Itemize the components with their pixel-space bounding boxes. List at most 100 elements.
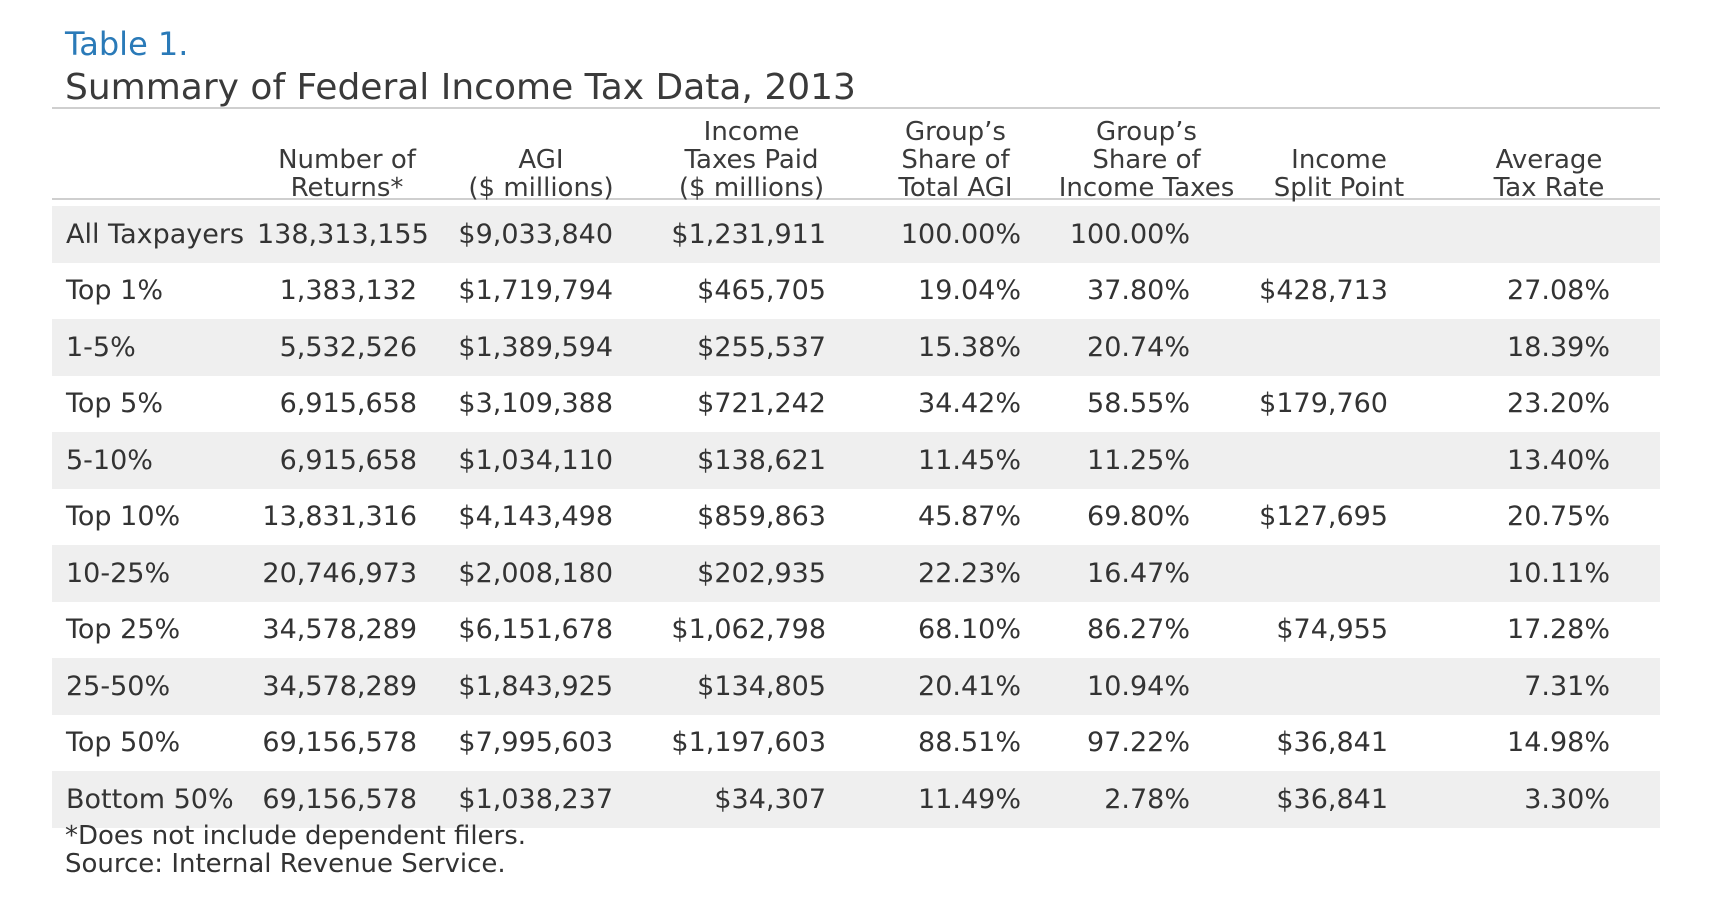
cell-category: 10-25%	[52, 545, 257, 602]
cell-income-split-point: $74,955	[1276, 614, 1388, 646]
cell-income-split-point	[1240, 432, 1438, 489]
header-share-of-agi: Group’s Share of Total AGI	[898, 117, 1013, 203]
cell-share-of-agi: 20.41%	[858, 658, 1053, 715]
cell-average-tax-rate: 10.11%	[1438, 545, 1660, 602]
cell-average-tax-rate: 27.08%	[1507, 275, 1610, 307]
cell-average-tax-rate: 7.31%	[1438, 658, 1660, 715]
header-income-split-point: Income Split Point	[1273, 145, 1405, 203]
cell-category: Top 10%	[66, 501, 181, 533]
cell-share-of-agi: 11.45%	[858, 432, 1053, 489]
cell-share-of-income-taxes: 69.80%	[1087, 501, 1190, 533]
cell-average-tax-rate: 14.98%	[1507, 727, 1610, 759]
cell-number-of-returns: 20,746,973	[257, 545, 437, 602]
cell-category: 1-5%	[52, 319, 257, 376]
cell-average-tax-rate: 13.40%	[1438, 432, 1660, 489]
cell-number-of-returns: 5,532,526	[257, 319, 437, 376]
cell-agi: $2,008,180	[437, 545, 645, 602]
cell-income-taxes-paid: $255,537	[645, 319, 858, 376]
cell-average-tax-rate: 17.28%	[1507, 614, 1610, 646]
table-row: Top 10% 13,831,316 $4,143,498 $859,863 45.87…	[52, 489, 1660, 546]
header-average-tax-rate: Average Tax Rate	[1493, 145, 1605, 203]
cell-number-of-returns: 13,831,316	[262, 501, 417, 533]
cell-income-taxes-paid: $34,307	[645, 771, 858, 828]
cell-income-split-point	[1240, 545, 1438, 602]
table-row: Top 5% 6,915,658 $3,109,388 $721,242 34.42% 5…	[52, 376, 1660, 433]
cell-share-of-income-taxes: 37.80%	[1087, 275, 1190, 307]
cell-income-taxes-paid: $138,621	[645, 432, 858, 489]
cell-agi: $7,995,603	[458, 727, 613, 759]
cell-income-taxes-paid: $1,231,911	[645, 206, 858, 263]
table-row: All Taxpayers 138,313,155 $9,033,840 $1,231…	[52, 206, 1660, 263]
cell-number-of-returns: 138,313,155	[257, 206, 437, 263]
cell-share-of-income-taxes: 2.78%	[1053, 771, 1240, 828]
cell-share-of-agi: 100.00%	[858, 206, 1053, 263]
cell-income-split-point	[1240, 658, 1438, 715]
table-row: Top 1% 1,383,132 $1,719,794 $465,705 19.04% 3…	[52, 263, 1660, 320]
cell-category: Top 25%	[66, 614, 181, 646]
cell-share-of-agi: 15.38%	[858, 319, 1053, 376]
cell-agi: $3,109,388	[458, 388, 613, 420]
cell-share-of-agi: 11.49%	[858, 771, 1053, 828]
cell-agi: $9,033,840	[437, 206, 645, 263]
cell-average-tax-rate: 20.75%	[1507, 501, 1610, 533]
cell-income-taxes-paid: $1,062,798	[671, 614, 826, 646]
cell-category: Top 50%	[66, 727, 181, 759]
cell-average-tax-rate	[1438, 206, 1660, 263]
cell-average-tax-rate: 3.30%	[1438, 771, 1660, 828]
cell-share-of-agi: 88.51%	[918, 727, 1021, 759]
cell-number-of-returns: 34,578,289	[262, 614, 417, 646]
footnote: *Does not include dependent filers.	[65, 821, 527, 851]
table-title: Summary of Federal Income Tax Data, 2013	[65, 67, 856, 108]
cell-income-split-point	[1240, 319, 1438, 376]
cell-agi: $4,143,498	[458, 501, 613, 533]
cell-category: 5-10%	[52, 432, 257, 489]
cell-number-of-returns: 6,915,658	[279, 388, 417, 420]
cell-income-taxes-paid: $134,805	[645, 658, 858, 715]
cell-share-of-agi: 45.87%	[918, 501, 1021, 533]
cell-share-of-income-taxes: 100.00%	[1053, 206, 1240, 263]
table-row: 10-25% 20,746,973 $2,008,180 $202,935 22.23%…	[52, 545, 1660, 602]
cell-category: Top 5%	[66, 388, 163, 420]
cell-category: All Taxpayers	[52, 206, 257, 263]
header-divider	[52, 198, 1660, 200]
source-note: Source: Internal Revenue Service.	[65, 849, 506, 879]
header-category	[52, 118, 257, 203]
cell-agi: $1,389,594	[437, 319, 645, 376]
header-row: Number of Returns* AGI ($ millions) Inco…	[52, 118, 1660, 203]
cell-share-of-agi: 34.42%	[918, 388, 1021, 420]
cell-share-of-income-taxes: 10.94%	[1053, 658, 1240, 715]
cell-income-split-point: $36,841	[1276, 727, 1388, 759]
cell-number-of-returns: 1,383,132	[279, 275, 417, 307]
cell-number-of-returns: 34,578,289	[257, 658, 437, 715]
table-row: Top 25% 34,578,289 $6,151,678 $1,062,798 68.…	[52, 602, 1660, 659]
cell-agi: $1,034,110	[437, 432, 645, 489]
cell-share-of-agi: 68.10%	[918, 614, 1021, 646]
cell-average-tax-rate: 18.39%	[1438, 319, 1660, 376]
table-row: 5-10% 6,915,658 $1,034,110 $138,621 11.45% 11…	[52, 432, 1660, 489]
cell-share-of-income-taxes: 97.22%	[1087, 727, 1190, 759]
cell-share-of-income-taxes: 11.25%	[1053, 432, 1240, 489]
table-body: All Taxpayers 138,313,155 $9,033,840 $1,231…	[52, 203, 1660, 828]
header-number-of-returns: Number of Returns*	[278, 145, 416, 203]
table-row: Bottom 50% 69,156,578 $1,038,237 $34,307 11.…	[52, 771, 1660, 828]
cell-share-of-income-taxes: 16.47%	[1053, 545, 1240, 602]
cell-agi: $1,843,925	[437, 658, 645, 715]
cell-income-split-point	[1240, 206, 1438, 263]
cell-average-tax-rate: 23.20%	[1507, 388, 1610, 420]
header-agi: AGI ($ millions)	[468, 145, 614, 203]
cell-share-of-income-taxes: 86.27%	[1087, 614, 1190, 646]
cell-income-split-point: $127,695	[1259, 501, 1388, 533]
cell-income-split-point: $428,713	[1259, 275, 1388, 307]
tax-data-table: Number of Returns* AGI ($ millions) Inco…	[52, 118, 1660, 828]
cell-income-taxes-paid: $859,863	[697, 501, 826, 533]
cell-share-of-agi: 22.23%	[858, 545, 1053, 602]
cell-agi: $1,038,237	[437, 771, 645, 828]
cell-category: Bottom 50%	[52, 771, 257, 828]
cell-agi: $6,151,678	[458, 614, 613, 646]
cell-agi: $1,719,794	[458, 275, 613, 307]
table-row: Top 50% 69,156,578 $7,995,603 $1,197,603 88.…	[52, 715, 1660, 772]
header-share-of-income-taxes: Group’s Share of Income Taxes	[1058, 117, 1235, 203]
table-label: Table 1.	[65, 25, 189, 63]
cell-category: Top 1%	[66, 275, 163, 307]
